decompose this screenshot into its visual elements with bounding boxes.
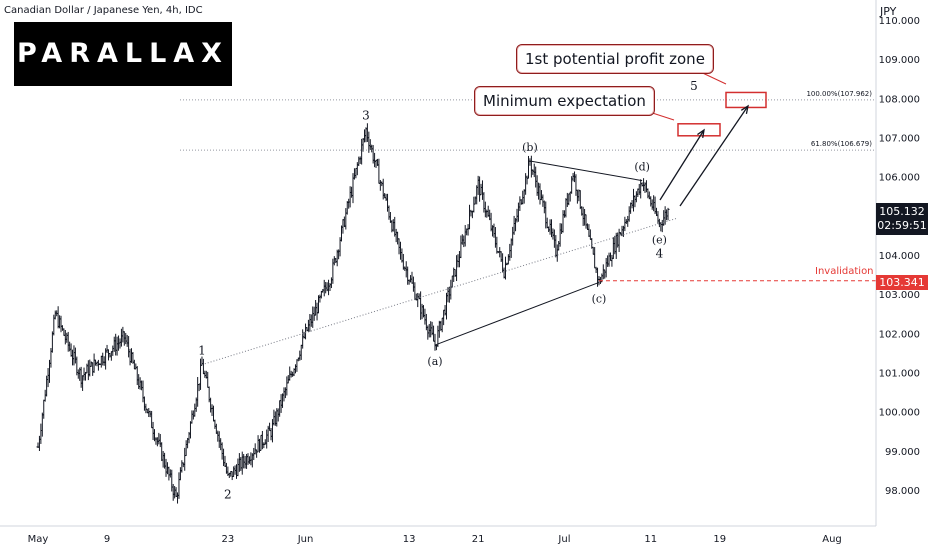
time-tick-label: Jul xyxy=(557,534,570,545)
price-tick-label: 102.000 xyxy=(879,329,920,340)
price-tick-label: 106.000 xyxy=(879,173,920,184)
projection-arrow xyxy=(679,105,749,207)
price-bars xyxy=(36,123,670,504)
wave-labels: 1 2 3 (a) (b) (c) (d) (e)4 5 xyxy=(198,79,698,501)
fib-level-label: 61.80%(106.679) xyxy=(811,140,872,148)
time-tick-label: 13 xyxy=(403,534,416,545)
parallax-logo: PARALLAX xyxy=(14,22,232,86)
price-tick-label: 98.000 xyxy=(885,486,920,497)
minimum-expectation-callout[interactable]: Minimum expectation xyxy=(474,86,655,116)
current-price-tag[interactable]: 105.132 02:59:51 xyxy=(876,203,928,235)
projection-arrow-head xyxy=(697,128,705,139)
time-tick-label: Jun xyxy=(297,534,314,545)
time-tick-label: 19 xyxy=(713,534,726,545)
wave-label: (d) xyxy=(634,161,650,174)
profit-zone-callout[interactable]: 1st potential profit zone xyxy=(516,44,714,74)
price-tick-label: 103.000 xyxy=(879,290,920,301)
projection-arrow xyxy=(659,129,705,201)
time-tick-label: 9 xyxy=(104,534,110,545)
wave-label: 5 xyxy=(690,79,698,93)
time-tick-label: May xyxy=(28,534,49,545)
price-tick-label: 101.000 xyxy=(879,369,920,380)
price-tick-label: 100.000 xyxy=(879,408,920,419)
wave-label: (a) xyxy=(427,355,442,368)
wave-label: (c) xyxy=(592,292,607,305)
invalidation-price-value: 103.341 xyxy=(879,276,925,289)
price-tick-label: 104.000 xyxy=(879,251,920,262)
wave-label: 1 xyxy=(198,344,206,358)
wave-label: 3 xyxy=(362,109,370,123)
time-tick-label: 23 xyxy=(222,534,235,545)
triangle-boundary xyxy=(434,281,600,346)
wave-label: (b) xyxy=(522,141,538,154)
invalidation-price-tag[interactable]: 103.341 xyxy=(876,275,928,290)
invalidation-label: Invalidation xyxy=(815,266,874,277)
current-price-value: 105.132 xyxy=(879,205,925,218)
price-tick-label: 107.000 xyxy=(879,134,920,145)
chart-title: Canadian Dollar / Japanese Yen, 4h, IDC xyxy=(4,5,203,16)
price-tick-label: 110.000 xyxy=(879,16,920,27)
minimum-expectation-text: Minimum expectation xyxy=(483,92,646,110)
triangle-boundary xyxy=(529,160,643,182)
time-tick-label: 11 xyxy=(644,534,657,545)
wave-label: 4 xyxy=(656,247,664,261)
fib-level-label: 100.00%(107.962) xyxy=(806,90,872,98)
logo-text: PARALLAX xyxy=(16,38,229,69)
time-tick-label: 21 xyxy=(472,534,485,545)
time-tick-label: Aug xyxy=(822,534,842,545)
price-tick-label: 99.000 xyxy=(885,447,920,458)
minimum-target-box xyxy=(677,123,721,137)
bar-countdown: 02:59:51 xyxy=(877,219,927,232)
time-axis[interactable]: May 9 23 Jun 13 21 Jul 11 19 Aug xyxy=(28,534,842,545)
wave-label: 2 xyxy=(224,487,232,501)
currency-label: JPY xyxy=(880,5,897,18)
price-tick-label: 109.000 xyxy=(879,55,920,66)
price-tick-label: 108.000 xyxy=(879,94,920,105)
ohlc-bar xyxy=(666,207,670,221)
profit-zone-text: 1st potential profit zone xyxy=(525,50,705,68)
wave-label: (e) xyxy=(652,234,667,247)
projection-arrow-head xyxy=(740,104,749,114)
